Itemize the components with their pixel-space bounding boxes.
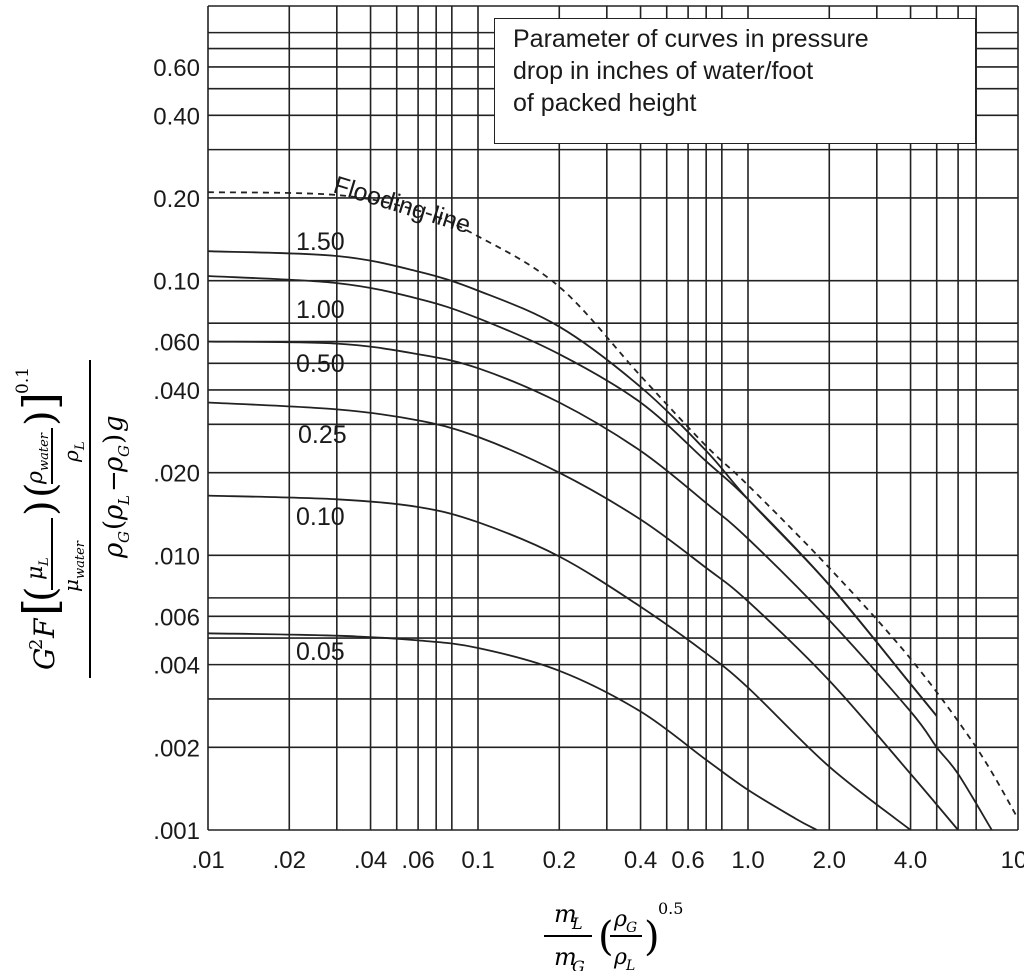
y-tick-label: 0.60 (153, 55, 200, 82)
svg-text:ρ: ρ (613, 945, 627, 970)
curve-label: 0.05 (296, 638, 345, 666)
svg-text:ρ: ρ (613, 907, 627, 932)
svg-text:]: ] (13, 392, 67, 410)
svg-text:(: ( (18, 482, 64, 498)
pressure-drop-curve (208, 494, 912, 830)
x-axis-label: m L m G ( ρ G ρ L ) 0.5 (544, 899, 683, 971)
y-tick-label: .040 (153, 378, 200, 405)
svg-text:water: water (73, 540, 88, 579)
curve-label: 0.25 (298, 421, 347, 449)
y-tick-label: 0.20 (153, 186, 200, 213)
svg-text:G: G (572, 957, 585, 971)
svg-text:): ) (18, 410, 64, 426)
x-tick-label: .01 (191, 847, 224, 874)
y-tick-label: .006 (153, 604, 200, 631)
svg-text:m: m (554, 900, 577, 928)
x-tick-label: .04 (354, 847, 387, 874)
svg-text:μ: μ (23, 566, 48, 580)
svg-text:m: m (554, 943, 577, 971)
y-tick-label: 0.10 (153, 269, 200, 296)
svg-text:μ: μ (59, 579, 83, 592)
svg-text:): ) (644, 914, 660, 960)
svg-text:L: L (571, 914, 583, 933)
curve-label: 0.50 (296, 350, 345, 378)
y-tick-label: .002 (153, 735, 200, 762)
svg-text:[: [ (13, 598, 67, 616)
flooding-line (208, 191, 1018, 820)
x-tick-label: 0.1 (461, 847, 494, 874)
y-tick-label: .001 (153, 818, 200, 845)
svg-text:): ) (18, 500, 64, 516)
svg-text:L: L (625, 958, 635, 971)
y-tick-label: .060 (153, 330, 200, 357)
x-tick-label: 0.4 (624, 847, 657, 874)
y-tick-label: .010 (153, 543, 200, 570)
svg-text:(: ( (598, 914, 614, 960)
svg-text:2: 2 (26, 639, 47, 650)
legend-line-1: Parameter of curves in pressure (513, 25, 869, 53)
svg-text:ρ: ρ (99, 542, 129, 559)
svg-text:L: L (37, 557, 52, 567)
svg-text:0.5: 0.5 (658, 899, 683, 918)
svg-text:G: G (115, 445, 133, 457)
curve-label: 0.10 (296, 503, 345, 531)
legend-line-2: drop in inches of water/foot (513, 57, 814, 85)
y-axis-label: G 2 F [ ( μ L μ water ) ( ρ water ρ L ) … (13, 360, 133, 678)
svg-text:ρ: ρ (23, 471, 48, 485)
svg-text:(: ( (18, 586, 64, 602)
pressure-drop-curve (208, 401, 959, 830)
x-tick-label: 0.2 (543, 847, 576, 874)
svg-text:F: F (28, 617, 61, 639)
svg-text:g: g (99, 415, 129, 432)
x-tick-label: .02 (273, 847, 306, 874)
svg-text:G: G (28, 648, 61, 670)
x-tick-label: 4.0 (894, 847, 927, 874)
curve-label: 1.50 (296, 228, 345, 256)
series-lines (208, 191, 1018, 830)
axis-ticks: .01 .02 .04 .06 0.1 0.2 0.4 0.6 1.0 2.0 4.0 10 .001.… (153, 55, 1024, 874)
pressure-drop-curve (208, 275, 938, 717)
y-tick-label: .020 (153, 461, 200, 488)
svg-text:G: G (115, 531, 133, 543)
x-tick-label: 2.0 (813, 847, 846, 874)
legend-line-3: of packed height (513, 89, 697, 117)
y-tick-label: 0.40 (153, 103, 200, 130)
svg-text:G: G (626, 920, 637, 936)
svg-text:ρ: ρ (99, 504, 129, 521)
x-tick-label: 0.6 (671, 847, 704, 874)
svg-text:0.1: 0.1 (13, 367, 33, 394)
svg-text:water: water (37, 432, 52, 471)
svg-text:ρ: ρ (99, 456, 129, 473)
svg-text:ρ: ρ (59, 450, 83, 463)
svg-text:L: L (73, 441, 88, 451)
curve-label: 1.00 (296, 296, 345, 324)
svg-text:−: − (99, 470, 129, 492)
svg-text:(: ( (99, 520, 129, 530)
svg-text:L: L (115, 495, 133, 506)
svg-text:): ) (99, 434, 129, 444)
y-tick-label: .004 (153, 653, 200, 680)
pressure-drop-curve (208, 632, 818, 830)
legend-box: Parameter of curves in pressure drop in … (494, 18, 976, 144)
pressure-drop-curve (208, 340, 993, 830)
x-tick-label: .06 (401, 847, 434, 874)
x-tick-label: 1.0 (731, 847, 764, 874)
x-tick-label: 10 (1001, 847, 1024, 874)
